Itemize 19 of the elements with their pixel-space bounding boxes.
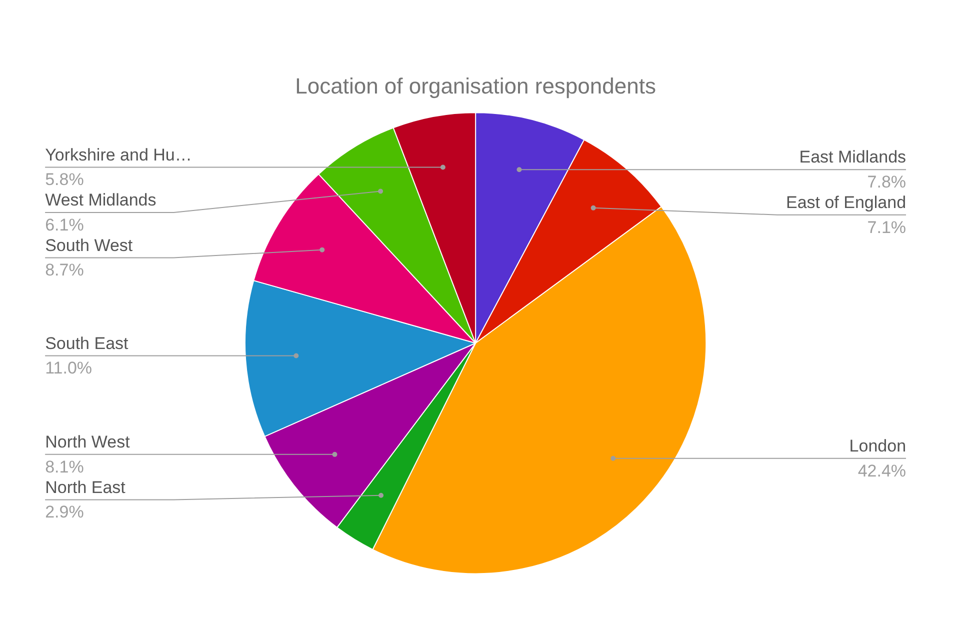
slice-label: South East [45, 334, 129, 353]
data-label: 8.7% [45, 260, 84, 280]
data-label: 42.4% [858, 461, 906, 480]
slice-label: East Midlands [799, 148, 906, 167]
chart-title: Location of organisation respondents [295, 74, 656, 99]
data-label: 2.9% [45, 502, 84, 522]
data-label: 7.8% [867, 172, 906, 192]
data-label: 7.1% [867, 218, 906, 237]
slice-label: Yorkshire and Hu… [45, 145, 192, 164]
data-label: 8.1% [45, 457, 84, 476]
slice-label: South West [45, 236, 133, 255]
slice-label: East of England [786, 192, 906, 212]
data-label: 6.1% [45, 215, 84, 234]
slice-label: North East [45, 478, 126, 497]
data-label: 5.8% [45, 170, 84, 190]
slice-label: London [849, 436, 906, 456]
slice-label: North West [45, 432, 130, 452]
data-label: 11.0% [45, 358, 92, 378]
slice-label: West Midlands [45, 190, 156, 210]
